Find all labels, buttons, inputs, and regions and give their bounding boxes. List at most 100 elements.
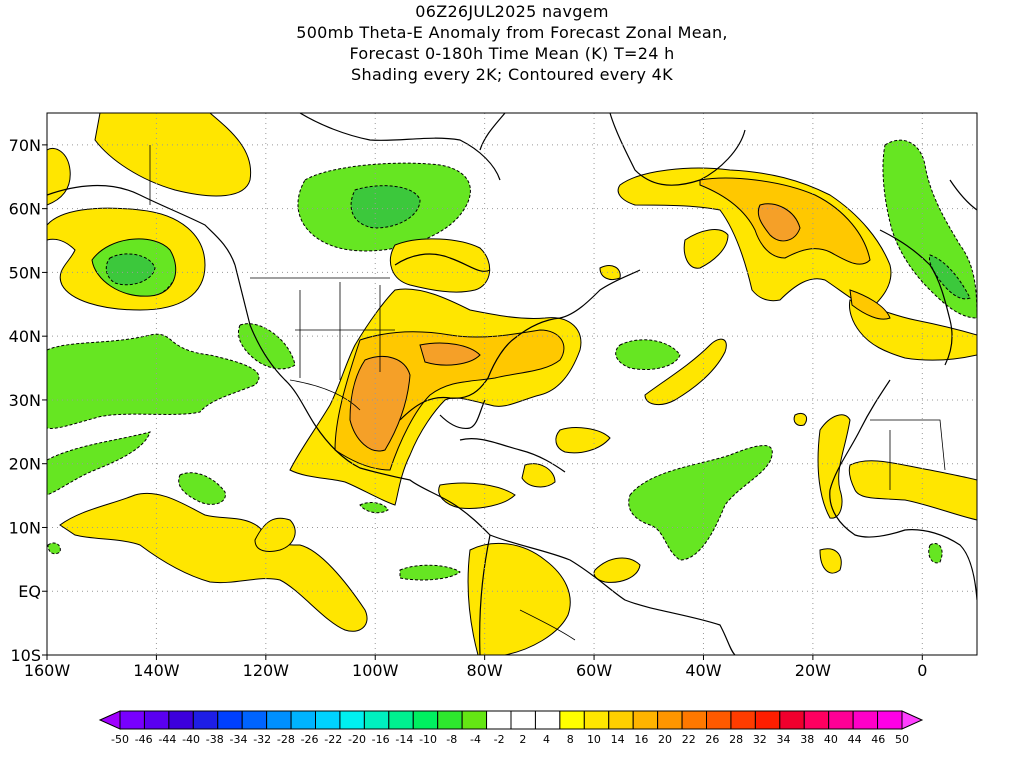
coastlines <box>47 113 977 655</box>
colorbar-swatch <box>828 710 854 730</box>
colorbar-swatch <box>559 710 585 730</box>
colorbar-swatch <box>779 710 805 730</box>
colorbar-swatch <box>315 710 341 730</box>
colorbar-label: 28 <box>729 733 743 746</box>
colorbar-label: -4 <box>470 733 481 746</box>
colorbar-swatch <box>168 710 194 730</box>
longitude-labels: 160W 140W 120W 100W 80W 60W 40W 20W 0 <box>24 661 928 680</box>
colorbar-label: -40 <box>182 733 200 746</box>
colorbar-swatch <box>681 710 707 730</box>
lon-tick-label: 120W <box>243 661 290 680</box>
lat-tick-label: 10N <box>9 518 41 537</box>
colorbar-label: 32 <box>753 733 767 746</box>
colorbar-swatch <box>510 710 536 730</box>
colorbar-label: -20 <box>348 733 366 746</box>
colorbar-label: -34 <box>230 733 248 746</box>
colorbar: -50 -46 -44 -40 -38 -34 -32 -28 -26 -22 -20 -16 -14-… <box>98 710 924 746</box>
colorbar-label: -8 <box>446 733 457 746</box>
colorbar-swatch <box>437 710 463 730</box>
strong-negative-anomaly <box>105 185 971 300</box>
lat-tick-label: 70N <box>9 136 41 155</box>
colorbar-label: -50 <box>111 733 129 746</box>
colorbar-swatch <box>730 710 756 730</box>
colorbar-label: 26 <box>705 733 719 746</box>
colorbar-label: -2 <box>494 733 505 746</box>
colorbar-swatch <box>803 710 830 730</box>
colorbar-label: 22 <box>682 733 696 746</box>
colorbar-label: 44 <box>848 733 862 746</box>
colorbar-label: -10 <box>419 733 437 746</box>
colorbar-label: 20 <box>658 733 672 746</box>
lon-tick-label: 140W <box>133 661 180 680</box>
colorbar-label: 14 <box>611 733 625 746</box>
anomaly-shading <box>47 113 977 655</box>
colorbar-swatch <box>339 710 365 730</box>
lon-tick-label: 60W <box>576 661 612 680</box>
colorbar-swatch <box>241 710 268 730</box>
colorbar-label: -46 <box>135 733 153 746</box>
lon-tick-label: 160W <box>24 661 71 680</box>
lat-tick-label: 30N <box>9 391 41 410</box>
colorbar-label: 50 <box>895 733 909 746</box>
title-line-1: 06Z26JUL2025 navgem <box>415 2 609 21</box>
axis-ticks <box>42 144 923 660</box>
colorbar-label: 10 <box>587 733 601 746</box>
colorbar-swatch <box>706 710 732 730</box>
colorbar-swatch <box>119 710 145 730</box>
colorbar-swatch <box>583 710 610 730</box>
colorbar-swatch <box>143 710 170 730</box>
lat-tick-label: 10S <box>10 646 41 665</box>
colorbar-swatch <box>877 710 903 730</box>
lon-tick-label: 100W <box>352 661 399 680</box>
colorbar-label: -44 <box>158 733 176 746</box>
colorbar-label: -32 <box>253 733 271 746</box>
lon-tick-label: 40W <box>685 661 721 680</box>
colorbar-label: 38 <box>800 733 814 746</box>
colorbar-swatch <box>461 710 488 730</box>
colorbar-swatch <box>632 710 659 730</box>
colorbar-label: -38 <box>206 733 224 746</box>
lon-tick-label: 80W <box>467 661 503 680</box>
colorbar-label: 40 <box>824 733 838 746</box>
colorbar-swatch <box>192 710 219 730</box>
title-line-3: Forecast 0-180h Time Mean (K) T=24 h <box>349 44 675 63</box>
title-line-2: 500mb Theta-E Anomaly from Forecast Zona… <box>296 23 728 42</box>
colorbar-swatch <box>217 710 243 730</box>
colorbar-swatch <box>852 710 879 730</box>
colorbar-label: -14 <box>395 733 413 746</box>
colorbar-swatch <box>363 710 390 730</box>
colorbar-label: -28 <box>277 733 295 746</box>
title-line-4: Shading every 2K; Contoured every 4K <box>351 65 673 84</box>
colorbar-swatch <box>534 710 561 730</box>
colorbar-max-arrow <box>901 710 924 730</box>
colorbar-swatch <box>412 710 439 730</box>
colorbar-swatch <box>388 710 414 730</box>
colorbar-label: -26 <box>301 733 319 746</box>
political-borders <box>149 145 946 641</box>
lat-tick-label: EQ <box>18 582 41 601</box>
lon-tick-label: 0 <box>917 661 927 680</box>
lat-tick-label: 40N <box>9 327 41 346</box>
colorbar-swatch <box>486 710 512 730</box>
lat-tick-label: 50N <box>9 263 41 282</box>
lat-tick-label: 60N <box>9 200 41 219</box>
latitude-labels: 10S EQ 10N 20N 30N 40N 50N 60N 70N <box>9 136 41 665</box>
colorbar-label: 8 <box>567 733 574 746</box>
colorbar-min-arrow <box>98 710 121 730</box>
colorbar-swatch <box>290 710 316 730</box>
colorbar-swatch <box>657 710 683 730</box>
colorbar-swatch <box>266 710 292 730</box>
colorbar-label: 2 <box>519 733 526 746</box>
strong-positive-anomaly <box>349 203 801 452</box>
colorbar-label: -16 <box>372 733 390 746</box>
colorbar-label: 46 <box>871 733 885 746</box>
lat-tick-label: 20N <box>9 455 41 474</box>
colorbar-label: 4 <box>543 733 550 746</box>
colorbar-label: -22 <box>324 733 342 746</box>
plot-frame <box>46 112 978 656</box>
colorbar-label: 16 <box>634 733 648 746</box>
colorbar-swatch <box>608 710 634 730</box>
colorbar-label: 34 <box>777 733 791 746</box>
lon-tick-label: 20W <box>795 661 831 680</box>
